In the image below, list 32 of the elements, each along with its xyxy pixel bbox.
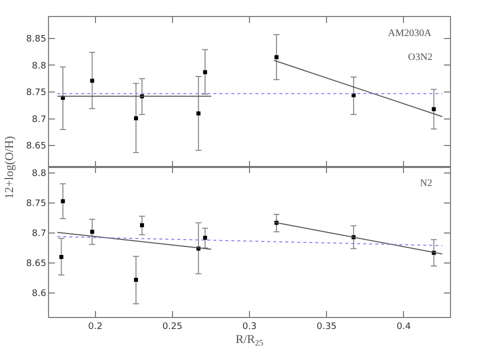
y-tick-label: 8.75 — [26, 199, 46, 210]
x-tick-label: 0.25 — [162, 322, 182, 332]
annotation: N2 — [420, 178, 432, 189]
y-tick-label: 8.6 — [32, 289, 46, 300]
y-tick-label: 8.65 — [26, 259, 46, 270]
y-tick-label: 8.8 — [32, 61, 46, 72]
point — [60, 199, 65, 204]
x-tick-label: 0.3 — [242, 322, 257, 332]
annotation: AM2030A — [388, 28, 432, 39]
point — [203, 236, 208, 240]
y-tick-label: 8.85 — [26, 34, 46, 45]
x-axis-title: R/R$_{25}$ — [236, 332, 264, 348]
point — [196, 111, 200, 116]
y-tick-label: 8.7 — [32, 229, 46, 240]
point — [59, 255, 64, 259]
x-tick-label: 0.2 — [88, 322, 102, 332]
x-tick-label: 0.4 — [396, 322, 412, 332]
point — [90, 230, 94, 234]
y-tick-label: 8.65 — [26, 142, 46, 152]
point — [203, 70, 208, 74]
x-tick-label: 0.35 — [316, 322, 337, 332]
y-axis-title: 12+log(O/H) — [2, 136, 16, 199]
point — [90, 78, 94, 83]
y-tick-label: 8.7 — [32, 114, 46, 125]
annotation: O3N2 — [408, 52, 432, 63]
point — [140, 223, 144, 228]
y-tick-label: 8.75 — [26, 88, 46, 98]
point — [274, 55, 278, 60]
y-tick-label: 8.8 — [32, 169, 46, 180]
point — [134, 116, 138, 120]
point — [432, 107, 436, 112]
point — [134, 278, 138, 282]
